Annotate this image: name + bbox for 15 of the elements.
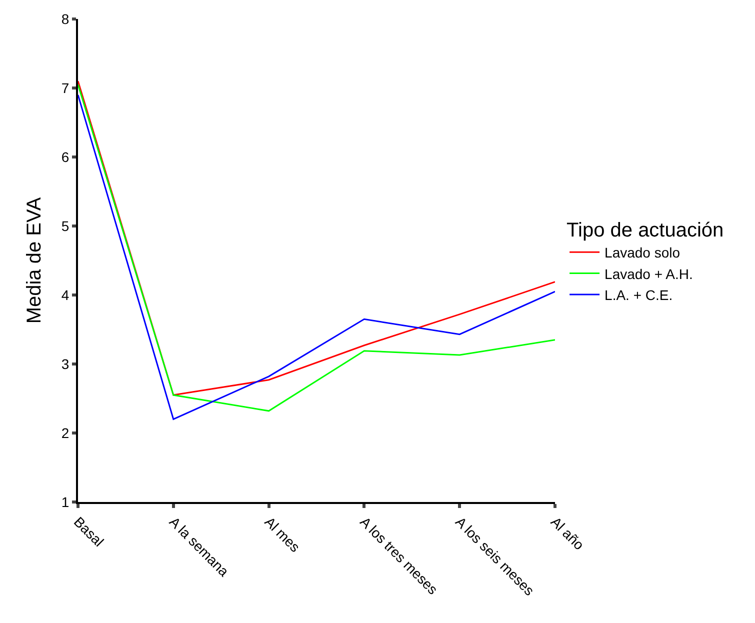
x-tick-label: Al mes <box>262 514 304 556</box>
y-tick-label: 7 <box>61 80 70 96</box>
legend-label: Lavado solo <box>604 244 680 261</box>
y-tick-label: 8 <box>61 10 70 27</box>
y-tick-label: 6 <box>61 148 70 165</box>
legend-label: Lavado + A.H. <box>604 266 693 282</box>
x-tick-label: Al año <box>548 514 588 554</box>
y-tick-label: 3 <box>61 356 70 372</box>
y-tick-label: 4 <box>61 286 70 303</box>
y-tick-label: 5 <box>61 218 70 234</box>
legend-label: L.A. + C.E. <box>604 286 673 303</box>
y-tick-label: 1 <box>61 494 70 510</box>
y-tick-label: 2 <box>61 424 70 441</box>
legend-title: Tipo de actuación <box>566 220 724 242</box>
y-axis-title: Media de EVA <box>23 196 46 324</box>
